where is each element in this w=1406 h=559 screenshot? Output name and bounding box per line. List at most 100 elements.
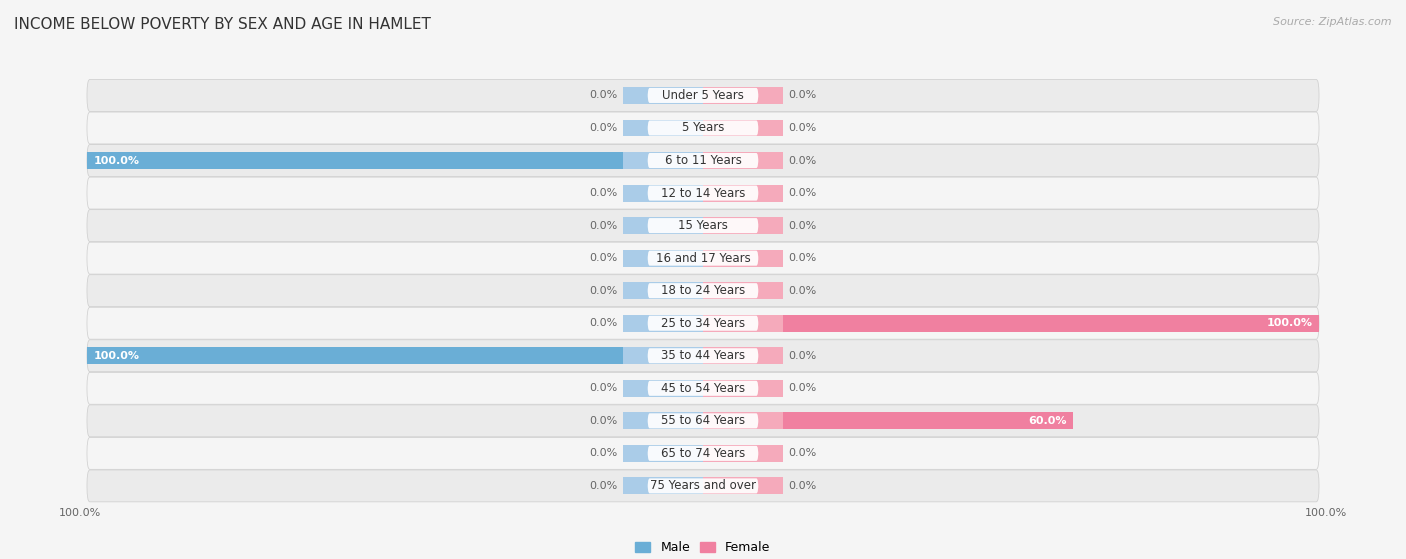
Text: 75 Years and over: 75 Years and over <box>650 480 756 492</box>
Bar <box>703 184 783 202</box>
Bar <box>703 347 783 364</box>
Text: 0.0%: 0.0% <box>589 188 619 198</box>
FancyBboxPatch shape <box>648 250 758 266</box>
FancyBboxPatch shape <box>87 340 1319 372</box>
Text: Under 5 Years: Under 5 Years <box>662 89 744 102</box>
Text: 100.0%: 100.0% <box>93 350 139 361</box>
FancyBboxPatch shape <box>87 79 1319 111</box>
Text: 0.0%: 0.0% <box>787 221 817 231</box>
FancyBboxPatch shape <box>87 438 1319 470</box>
Text: 0.0%: 0.0% <box>787 91 817 101</box>
Bar <box>703 315 1319 331</box>
FancyBboxPatch shape <box>648 348 758 363</box>
Text: 0.0%: 0.0% <box>787 481 817 491</box>
FancyBboxPatch shape <box>648 121 758 135</box>
FancyBboxPatch shape <box>87 177 1319 209</box>
Text: 0.0%: 0.0% <box>589 383 619 394</box>
Text: Source: ZipAtlas.com: Source: ZipAtlas.com <box>1274 17 1392 27</box>
Bar <box>703 477 783 494</box>
Text: 0.0%: 0.0% <box>787 155 817 165</box>
Bar <box>623 217 703 234</box>
Text: 18 to 24 Years: 18 to 24 Years <box>661 284 745 297</box>
Bar <box>623 347 703 364</box>
Text: 35 to 44 Years: 35 to 44 Years <box>661 349 745 362</box>
Text: 0.0%: 0.0% <box>589 286 619 296</box>
Bar <box>623 380 703 397</box>
FancyBboxPatch shape <box>648 479 758 494</box>
FancyBboxPatch shape <box>648 88 758 103</box>
Text: 0.0%: 0.0% <box>589 448 619 458</box>
FancyBboxPatch shape <box>648 446 758 461</box>
Bar <box>703 315 783 331</box>
Bar <box>703 120 783 136</box>
Text: 0.0%: 0.0% <box>589 318 619 328</box>
Text: 0.0%: 0.0% <box>589 123 619 133</box>
Text: 100.0%: 100.0% <box>93 155 139 165</box>
Bar <box>623 120 703 136</box>
Text: 0.0%: 0.0% <box>787 383 817 394</box>
Bar <box>623 477 703 494</box>
Text: 0.0%: 0.0% <box>589 416 619 426</box>
FancyBboxPatch shape <box>87 307 1319 339</box>
FancyBboxPatch shape <box>648 153 758 168</box>
Bar <box>623 184 703 202</box>
Text: 0.0%: 0.0% <box>787 350 817 361</box>
Text: 65 to 74 Years: 65 to 74 Years <box>661 447 745 460</box>
FancyBboxPatch shape <box>648 316 758 331</box>
FancyBboxPatch shape <box>87 470 1319 502</box>
Text: 5 Years: 5 Years <box>682 121 724 135</box>
FancyBboxPatch shape <box>87 145 1319 177</box>
FancyBboxPatch shape <box>87 210 1319 241</box>
Bar <box>703 217 783 234</box>
Text: 100.0%: 100.0% <box>1267 318 1313 328</box>
Bar <box>623 413 703 429</box>
Text: 0.0%: 0.0% <box>589 91 619 101</box>
Bar <box>623 87 703 104</box>
Bar <box>703 87 783 104</box>
Text: 0.0%: 0.0% <box>589 481 619 491</box>
Bar <box>703 413 1073 429</box>
FancyBboxPatch shape <box>648 283 758 298</box>
FancyBboxPatch shape <box>87 405 1319 437</box>
Text: 0.0%: 0.0% <box>787 188 817 198</box>
Bar <box>703 250 783 267</box>
Text: 100.0%: 100.0% <box>1305 508 1347 518</box>
Bar <box>623 152 703 169</box>
Bar <box>703 152 783 169</box>
Bar <box>623 282 703 299</box>
Text: 0.0%: 0.0% <box>589 221 619 231</box>
Text: 12 to 14 Years: 12 to 14 Years <box>661 187 745 200</box>
Text: 15 Years: 15 Years <box>678 219 728 232</box>
Bar <box>87 152 703 169</box>
Text: 25 to 34 Years: 25 to 34 Years <box>661 317 745 330</box>
Legend: Male, Female: Male, Female <box>630 536 776 559</box>
Text: 0.0%: 0.0% <box>787 253 817 263</box>
Bar <box>623 315 703 331</box>
FancyBboxPatch shape <box>87 112 1319 144</box>
FancyBboxPatch shape <box>648 381 758 396</box>
FancyBboxPatch shape <box>648 218 758 233</box>
Bar <box>623 445 703 462</box>
Text: 6 to 11 Years: 6 to 11 Years <box>665 154 741 167</box>
Text: INCOME BELOW POVERTY BY SEX AND AGE IN HAMLET: INCOME BELOW POVERTY BY SEX AND AGE IN H… <box>14 17 430 32</box>
Bar <box>703 445 783 462</box>
FancyBboxPatch shape <box>648 186 758 201</box>
Bar <box>703 380 783 397</box>
Text: 0.0%: 0.0% <box>787 448 817 458</box>
Text: 45 to 54 Years: 45 to 54 Years <box>661 382 745 395</box>
Text: 0.0%: 0.0% <box>589 253 619 263</box>
Text: 16 and 17 Years: 16 and 17 Years <box>655 252 751 264</box>
Text: 100.0%: 100.0% <box>59 508 101 518</box>
FancyBboxPatch shape <box>648 413 758 428</box>
Bar <box>703 413 783 429</box>
Bar <box>623 250 703 267</box>
Bar <box>87 347 703 364</box>
FancyBboxPatch shape <box>87 242 1319 274</box>
FancyBboxPatch shape <box>87 372 1319 404</box>
Text: 0.0%: 0.0% <box>787 286 817 296</box>
Text: 60.0%: 60.0% <box>1028 416 1066 426</box>
Text: 55 to 64 Years: 55 to 64 Years <box>661 414 745 427</box>
FancyBboxPatch shape <box>87 274 1319 307</box>
Bar <box>703 282 783 299</box>
Text: 0.0%: 0.0% <box>787 123 817 133</box>
